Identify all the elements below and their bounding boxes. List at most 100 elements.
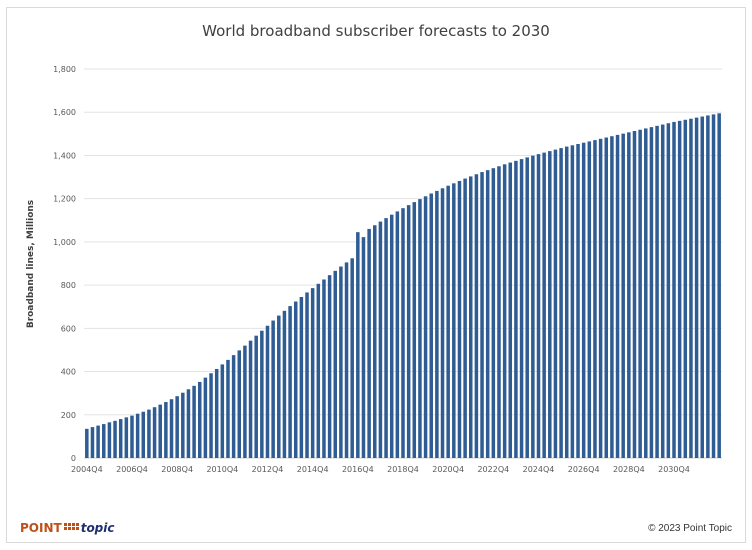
bar — [694, 117, 699, 459]
bar — [124, 417, 129, 458]
bar — [429, 193, 433, 459]
bar — [412, 202, 417, 458]
bar — [147, 409, 151, 458]
bar — [322, 279, 326, 458]
bar — [373, 225, 377, 458]
bar — [237, 350, 242, 458]
bar — [141, 411, 146, 458]
bar — [299, 297, 304, 458]
bar — [576, 143, 580, 459]
x-tick-label: 2006Q4 — [116, 465, 148, 474]
bar — [469, 176, 473, 458]
bar — [480, 172, 484, 458]
bar — [271, 320, 275, 458]
bar — [452, 183, 456, 458]
bar — [107, 422, 112, 458]
bar — [446, 185, 450, 458]
bar — [226, 359, 230, 458]
bar — [316, 283, 321, 458]
bar — [474, 174, 479, 458]
bar — [615, 134, 620, 458]
bar — [632, 131, 637, 458]
bar — [638, 129, 642, 459]
bar — [389, 214, 394, 458]
bar — [209, 373, 213, 458]
bar — [113, 420, 117, 458]
y-tick-label: 1,600 — [53, 108, 76, 117]
bar — [700, 116, 704, 458]
bar — [621, 133, 625, 458]
bar — [395, 211, 400, 458]
x-tick-label: 2018Q4 — [387, 465, 419, 474]
bar — [564, 146, 569, 458]
copyright-text: © 2023 Point Topic — [648, 523, 732, 534]
x-tick-label: 2012Q4 — [252, 465, 284, 474]
bar — [655, 125, 659, 458]
bar — [508, 162, 513, 458]
bar — [384, 218, 388, 458]
bar — [248, 340, 253, 458]
bar — [197, 381, 202, 458]
bar — [570, 145, 575, 459]
bar — [717, 113, 721, 459]
bar — [169, 399, 174, 458]
point-topic-logo: POINT topic — [20, 521, 115, 535]
bar — [559, 148, 563, 458]
bar — [593, 140, 597, 458]
y-tick-label: 0 — [71, 454, 76, 463]
x-tick-label: 2020Q4 — [432, 465, 464, 474]
bar — [502, 164, 507, 458]
bar — [339, 266, 343, 458]
bar — [350, 258, 354, 458]
bar — [627, 132, 631, 458]
logo-topic-text: topic — [80, 521, 115, 535]
bar — [423, 196, 428, 459]
bar — [418, 199, 422, 458]
bar — [356, 232, 360, 458]
bar — [243, 345, 247, 458]
bar — [118, 419, 123, 458]
x-tick-label: 2024Q4 — [523, 465, 555, 474]
bar — [282, 310, 287, 458]
bar — [435, 190, 439, 458]
bar — [666, 123, 671, 459]
bar — [361, 237, 366, 458]
bar — [254, 335, 258, 458]
y-tick-label: 200 — [61, 411, 76, 420]
bar — [192, 385, 196, 458]
y-tick-label: 600 — [61, 324, 76, 333]
x-tick-label: 2014Q4 — [297, 465, 329, 474]
bar — [525, 157, 529, 458]
bar — [485, 170, 490, 458]
bar — [598, 138, 603, 459]
y-tick-label: 1,000 — [53, 238, 76, 247]
bar — [310, 288, 315, 458]
bar — [463, 178, 467, 458]
bar — [277, 315, 281, 458]
bar — [214, 368, 219, 458]
bar — [231, 355, 236, 458]
x-tick-label: 2026Q4 — [568, 465, 600, 474]
y-axis-label: Broadband lines, Millions — [26, 200, 36, 328]
bar — [152, 407, 157, 458]
y-tick-label: 1,200 — [53, 195, 76, 204]
bar — [711, 114, 716, 458]
bar — [367, 228, 371, 458]
bar — [536, 154, 541, 458]
bar — [542, 152, 546, 458]
x-tick-label: 2016Q4 — [342, 465, 374, 474]
bar — [672, 121, 676, 458]
y-tick-label: 1,800 — [53, 65, 76, 74]
bar — [164, 402, 168, 458]
logo-squares-icon — [63, 523, 79, 530]
bar — [548, 151, 552, 458]
bar — [135, 413, 140, 458]
x-tick-label: 2004Q4 — [71, 465, 103, 474]
bar — [604, 137, 609, 458]
x-tick-label: 2028Q4 — [613, 465, 645, 474]
y-tick-label: 1,400 — [53, 151, 76, 160]
bar — [644, 128, 648, 458]
bar — [186, 389, 191, 458]
y-tick-label: 800 — [61, 281, 76, 290]
